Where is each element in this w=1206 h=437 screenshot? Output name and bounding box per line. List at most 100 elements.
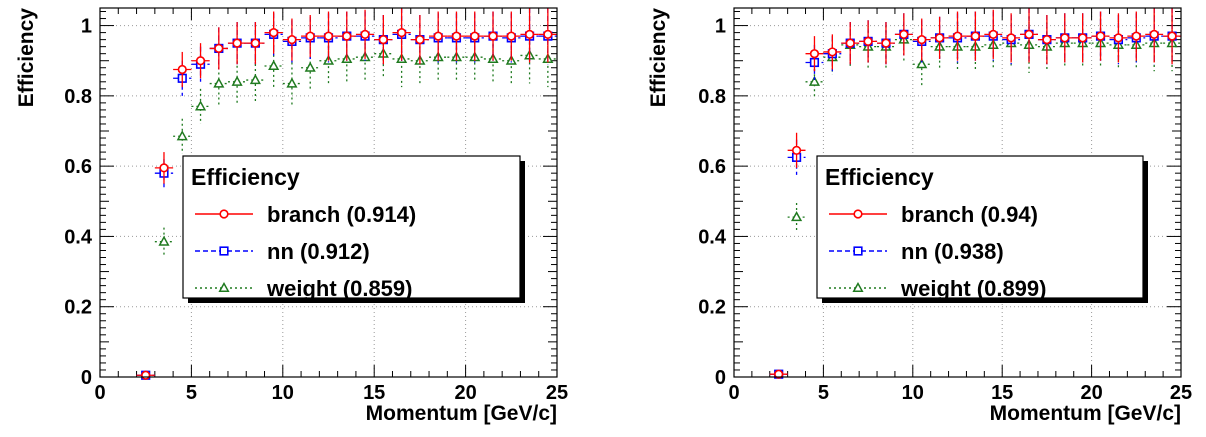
data-point-branch xyxy=(506,31,516,41)
data-point-branch xyxy=(774,369,784,379)
x-tick-label: 15 xyxy=(363,382,385,404)
data-point-branch xyxy=(1167,31,1177,41)
data-point-branch xyxy=(1042,35,1052,45)
data-point-branch xyxy=(250,38,260,48)
data-layer xyxy=(136,8,557,380)
legend-label-branch: branch (0.914) xyxy=(267,202,416,227)
x-tick-label: 20 xyxy=(1080,382,1102,404)
x-tick-label: 25 xyxy=(546,382,568,404)
x-tick-label: 10 xyxy=(272,382,294,404)
legend-label-weight: weight (0.859) xyxy=(266,276,412,301)
data-point-branch xyxy=(524,29,535,39)
legend-label-weight: weight (0.899) xyxy=(900,276,1046,301)
y-tick-label: 0.6 xyxy=(698,156,726,178)
legend-marker-weight xyxy=(218,281,230,293)
data-point-branch xyxy=(1078,33,1088,43)
y-tick-label: 0.2 xyxy=(698,297,726,319)
legend-label-nn: nn (0.912) xyxy=(267,239,370,264)
legend-label-nn: nn (0.938) xyxy=(901,239,1004,264)
legend-box xyxy=(182,155,521,299)
x-tick-label: 10 xyxy=(902,382,924,404)
data-point-branch xyxy=(791,145,802,155)
y-axis-title: Efficiency xyxy=(15,8,38,108)
legend-box xyxy=(816,155,1144,299)
data-point-branch xyxy=(141,370,151,380)
data-point-branch xyxy=(1131,31,1141,41)
y-tick-label: 0.2 xyxy=(64,297,92,319)
data-point-branch xyxy=(881,38,891,48)
data-point-branch xyxy=(433,31,443,41)
data-point-branch xyxy=(378,35,388,45)
y-tick-label: 0.4 xyxy=(64,226,93,248)
legend-marker-nn xyxy=(219,246,229,256)
data-point-branch xyxy=(470,31,480,41)
data-point-branch xyxy=(863,36,873,46)
x-tick-label: 5 xyxy=(818,382,829,404)
y-tick-label: 0.6 xyxy=(64,156,92,178)
series-branch xyxy=(136,8,557,380)
data-point-weight xyxy=(231,75,243,86)
x-tick-label: 20 xyxy=(454,382,476,404)
x-tick-label: 0 xyxy=(94,382,105,404)
data-point-branch xyxy=(195,56,206,66)
legend-title: Efficiency xyxy=(825,164,934,190)
y-tick-label: 1 xyxy=(715,16,726,38)
data-point-branch xyxy=(899,29,909,39)
data-point-weight xyxy=(176,130,188,141)
data-point-branch xyxy=(809,49,820,59)
data-point-weight xyxy=(791,211,803,222)
data-point-weight xyxy=(213,77,225,88)
data-point-branch xyxy=(1006,33,1016,43)
data-point-weight xyxy=(249,73,261,85)
data-point-branch xyxy=(342,31,352,41)
efficiency-chart-right: 0 5 10 15 20 25 0 0.2 0.4 0.6 0.8 1 Momentum [GeV/c]… xyxy=(647,7,1192,425)
data-point-weight xyxy=(808,75,821,86)
data-point-branch xyxy=(827,47,837,57)
efficiency-chart-left: 0 5 10 15 20 25 0 0.2 0.4 0.6 0.8 1 Momentum [GeV/c]… xyxy=(15,7,568,425)
data-layer xyxy=(769,8,1181,379)
data-point-branch xyxy=(970,31,980,41)
data-point-weight xyxy=(286,77,298,88)
data-point-weight xyxy=(916,58,928,69)
data-point-weight xyxy=(268,59,280,71)
y-tick-label: 0.8 xyxy=(698,86,726,108)
plot-frame xyxy=(99,7,558,378)
y-tick-label: 0 xyxy=(715,367,726,389)
x-tick-label: 5 xyxy=(186,382,197,404)
legend-marker-branch xyxy=(219,209,229,219)
data-point-weight xyxy=(158,235,170,246)
data-point-branch xyxy=(917,35,927,45)
data-point-branch xyxy=(397,27,407,38)
legend-marker-weight xyxy=(852,281,864,293)
y-tick-label: 1 xyxy=(81,16,92,38)
data-point-branch xyxy=(305,31,315,41)
series-branch xyxy=(769,8,1181,379)
data-point-branch xyxy=(1149,29,1159,39)
legend-label-branch: branch (0.94) xyxy=(901,202,1038,227)
data-point-branch xyxy=(1060,33,1070,43)
data-point-branch xyxy=(952,31,963,41)
plot-frame xyxy=(733,7,1182,378)
data-point-branch xyxy=(159,163,169,173)
x-tick-label: 0 xyxy=(728,382,739,404)
data-point-branch xyxy=(543,29,553,39)
y-tick-label: 0.8 xyxy=(64,86,92,108)
data-point-branch xyxy=(232,38,242,48)
data-point-branch xyxy=(415,35,425,45)
data-point-branch xyxy=(988,29,998,39)
data-point-branch xyxy=(214,43,224,54)
data-point-branch xyxy=(323,31,334,41)
data-point-branch xyxy=(287,35,297,45)
legend-marker-nn xyxy=(853,246,863,256)
data-point-weight xyxy=(304,61,316,72)
data-point-branch xyxy=(1024,29,1034,39)
legend-marker-branch xyxy=(853,209,863,219)
data-point-weight xyxy=(194,100,207,111)
y-tick-label: 0 xyxy=(81,367,92,389)
data-point-branch xyxy=(451,31,462,41)
data-point-branch xyxy=(1113,33,1124,43)
x-tick-label: 15 xyxy=(991,382,1013,404)
y-tick-label: 0.4 xyxy=(698,226,727,248)
data-point-branch xyxy=(360,29,370,39)
x-axis-title: Momentum [GeV/c] xyxy=(990,402,1181,425)
